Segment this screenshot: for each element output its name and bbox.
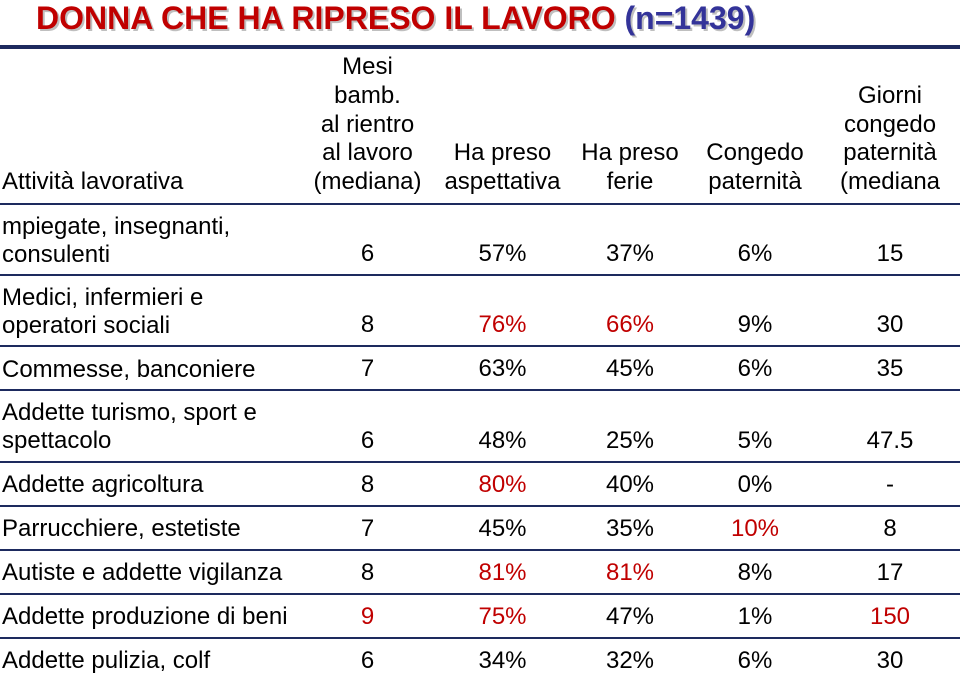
cell: 6: [300, 390, 435, 461]
cell: 47.5: [820, 390, 960, 461]
cell: 35: [820, 346, 960, 390]
cell: 8: [300, 550, 435, 594]
cell: 57%: [435, 204, 570, 275]
table-header-row: Attività lavorativaMesi bamb.al rientroa…: [0, 49, 960, 204]
col-header-3: Ha presoferie: [570, 49, 690, 204]
table-row: Commesse, banconiere763%45%6%35: [0, 346, 960, 390]
cell: 7: [300, 506, 435, 550]
table-row: Addette produzione di beni975%47%1%150: [0, 594, 960, 638]
row-label: Parrucchiere, estetiste: [0, 506, 300, 550]
row-label: Addette produzione di beni: [0, 594, 300, 638]
row-label: Commesse, banconiere: [0, 346, 300, 390]
col-header-4: Congedopaternità: [690, 49, 820, 204]
cell: 6: [300, 638, 435, 681]
cell: 75%: [435, 594, 570, 638]
row-label: Addette pulizia, colf: [0, 638, 300, 681]
table-row: Medici, infermieri eoperatori sociali876…: [0, 275, 960, 346]
col-header-5: Giornicongedopaternità(mediana: [820, 49, 960, 204]
cell: 15: [820, 204, 960, 275]
cell: 9%: [690, 275, 820, 346]
header-line: congedo: [826, 111, 954, 140]
row-label: Addette agricoltura: [0, 462, 300, 506]
cell: 81%: [570, 550, 690, 594]
table-row: mpiegate, insegnanti,consulenti657%37%6%…: [0, 204, 960, 275]
title-n: (n=1439): [624, 0, 755, 36]
header-line: Mesi bamb.: [306, 53, 429, 111]
header-line: Ha preso: [576, 139, 684, 168]
cell: 37%: [570, 204, 690, 275]
header-line: Giorni: [826, 82, 954, 111]
header-line: paternità: [826, 139, 954, 168]
table-head: Attività lavorativaMesi bamb.al rientroa…: [0, 49, 960, 204]
cell: 6: [300, 204, 435, 275]
col-header-2: Ha presoaspettativa: [435, 49, 570, 204]
table-body: mpiegate, insegnanti,consulenti657%37%6%…: [0, 204, 960, 681]
row-label: Addette turismo, sport espettacolo: [0, 390, 300, 461]
cell: 66%: [570, 275, 690, 346]
cell: 8: [820, 506, 960, 550]
cell: 150: [820, 594, 960, 638]
cell: 8: [300, 275, 435, 346]
header-line: paternità: [696, 168, 814, 197]
cell: 40%: [570, 462, 690, 506]
cell: 45%: [570, 346, 690, 390]
cell: -: [820, 462, 960, 506]
col-header-0: Attività lavorativa: [0, 49, 300, 204]
title-main: DONNA CHE HA RIPRESO IL LAVORO: [36, 0, 624, 36]
cell: 0%: [690, 462, 820, 506]
header-line: al rientro: [306, 111, 429, 140]
cell: 81%: [435, 550, 570, 594]
table-row: Addette agricoltura880%40%0%-: [0, 462, 960, 506]
cell: 34%: [435, 638, 570, 681]
cell: 76%: [435, 275, 570, 346]
header-line: Ha preso: [441, 139, 564, 168]
header-line: al lavoro: [306, 139, 429, 168]
header-line: ferie: [576, 168, 684, 197]
cell: 8: [300, 462, 435, 506]
cell: 9: [300, 594, 435, 638]
table-row: Autiste e addette vigilanza881%81%8%17: [0, 550, 960, 594]
cell: 47%: [570, 594, 690, 638]
header-line: Attività lavorativa: [2, 168, 294, 197]
cell: 10%: [690, 506, 820, 550]
table-row: Parrucchiere, estetiste745%35%10%8: [0, 506, 960, 550]
header-line: (mediana: [826, 168, 954, 197]
row-label: Medici, infermieri eoperatori sociali: [0, 275, 300, 346]
cell: 5%: [690, 390, 820, 461]
cell: 25%: [570, 390, 690, 461]
cell: 48%: [435, 390, 570, 461]
cell: 6%: [690, 638, 820, 681]
col-header-1: Mesi bamb.al rientroal lavoro(mediana): [300, 49, 435, 204]
cell: 30: [820, 275, 960, 346]
header-line: (mediana): [306, 168, 429, 197]
cell: 17: [820, 550, 960, 594]
row-label: mpiegate, insegnanti,consulenti: [0, 204, 300, 275]
page-title: DONNA CHE HA RIPRESO IL LAVORO (n=1439): [0, 0, 960, 43]
header-line: aspettativa: [441, 168, 564, 197]
row-label: Autiste e addette vigilanza: [0, 550, 300, 594]
cell: 6%: [690, 204, 820, 275]
header-line: Congedo: [696, 139, 814, 168]
cell: 7: [300, 346, 435, 390]
table-row: Addette pulizia, colf634%32%6%30: [0, 638, 960, 681]
cell: 1%: [690, 594, 820, 638]
cell: 80%: [435, 462, 570, 506]
cell: 45%: [435, 506, 570, 550]
cell: 35%: [570, 506, 690, 550]
cell: 8%: [690, 550, 820, 594]
cell: 32%: [570, 638, 690, 681]
cell: 30: [820, 638, 960, 681]
data-table: Attività lavorativaMesi bamb.al rientroa…: [0, 49, 960, 681]
cell: 63%: [435, 346, 570, 390]
table-row: Addette turismo, sport espettacolo648%25…: [0, 390, 960, 461]
cell: 6%: [690, 346, 820, 390]
